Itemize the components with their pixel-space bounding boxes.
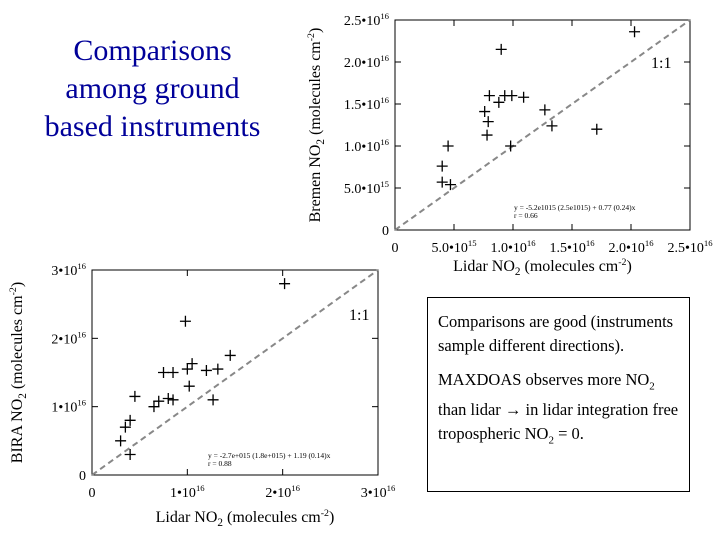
chart2-data-point — [279, 278, 291, 290]
chart1-data-point — [546, 120, 558, 132]
chart1-x-tick-label: 2.0•1016 — [608, 238, 654, 256]
chart2-y-tick-label: 1•1016 — [51, 398, 86, 416]
chart2-data-point — [148, 401, 160, 413]
note-maxdoas: MAXDOAS observes more NO2 than lidar → i… — [438, 370, 679, 447]
chart1-x-tick-label: 5.0•1015 — [431, 238, 476, 256]
chart1-data-point — [505, 140, 517, 152]
chart2-data-point — [124, 414, 136, 426]
chart1-data-point — [482, 116, 494, 128]
chart1-data-point — [444, 179, 456, 191]
chart1-y-tick-label: 5.0•1015 — [344, 179, 389, 197]
chart1-fit-text: y = -5.2e1015 (2.5e1015) + 0.77 (0.24)x — [514, 203, 636, 212]
chart2-fit-text: r = 0.88 — [208, 459, 232, 468]
chart1-data-point — [495, 43, 507, 55]
chart1-data-point — [539, 104, 551, 116]
chart2-data-point — [186, 358, 198, 370]
chart2-data-point — [119, 421, 131, 433]
chart2-data-point — [181, 363, 193, 375]
chart2-data-point — [153, 395, 165, 407]
chart2-x-tick-label: 0 — [89, 486, 96, 501]
chart2-x-tick-label: 2•1016 — [265, 483, 300, 501]
chart2-plot-frame — [91, 269, 379, 476]
slide-title: Comparisons among ground based instrumen… — [10, 32, 295, 146]
chart1-data-point — [518, 91, 530, 103]
chart1-data-point — [442, 140, 454, 152]
chart2-x-tick-label: 1•1016 — [170, 483, 205, 501]
chart1-x-tick-label: 1.0•1016 — [490, 238, 536, 256]
chart2-y-tick-label: 3•1016 — [51, 261, 86, 279]
chart1-plot-frame — [394, 19, 691, 231]
chart2-x-tick-label: 3•1016 — [361, 483, 396, 501]
chart1-one-to-one-label: 1:1 — [651, 55, 671, 72]
chart1-x-axis-title: Lidar NO2 (molecules cm-2) — [453, 257, 632, 278]
chart1-data-point — [591, 123, 603, 135]
chart2-data-point — [179, 315, 191, 327]
chart2-x-axis-title: Lidar NO2 (molecules cm-2) — [156, 508, 335, 529]
title-line-1: Comparisons — [73, 34, 232, 67]
chart1-data-point — [506, 90, 518, 102]
chart1-y-axis-title: Bremen NO2 (molecules cm-2) — [306, 28, 327, 223]
chart2-data-point — [158, 367, 169, 378]
chart1-y-tick-label: 0 — [382, 224, 389, 239]
chart2-data-point — [115, 435, 127, 447]
chart1-data-point — [493, 96, 505, 108]
chart1-y-tick-label: 2.0•1016 — [344, 53, 390, 71]
chart2-data-point — [162, 392, 174, 404]
chart2-data-point — [200, 364, 212, 376]
chart2-y-tick-label: 2•1016 — [51, 329, 86, 347]
arrow-icon: → — [504, 400, 522, 420]
chart1-x-tick-label: 1.5•1016 — [549, 238, 595, 256]
chart1-y-tick-label: 1.0•1016 — [344, 137, 390, 155]
chart2-data-point — [167, 394, 179, 406]
chart2-one-to-one-label: 1:1 — [349, 307, 369, 324]
chart1-x-tick-label: 0 — [392, 241, 399, 256]
chart1-fit-text: r = 0.66 — [514, 211, 538, 220]
chart1-data-point — [483, 90, 495, 102]
chart1-y-tick-label: 1.5•1016 — [344, 95, 390, 113]
chart2-fit-text: y = -2.7e+015 (1.8e+015) + 1.19 (0.14)x — [208, 451, 331, 460]
chart2-one-to-one-line — [91, 269, 379, 476]
chart2-data-point — [124, 449, 136, 460]
chart1-data-point — [436, 160, 448, 172]
title-line-2: among ground — [65, 72, 240, 105]
chart2-data-point — [212, 363, 224, 375]
chart2-y-axis-title: BIRA NO2 (molecules cm-2) — [8, 282, 29, 463]
note-comparisons: Comparisons are good (instruments sample… — [438, 312, 674, 355]
title-line-3: based instruments — [44, 110, 261, 143]
chart2-data-point — [183, 380, 195, 392]
notes-box: Comparisons are good (instruments sample… — [427, 297, 690, 492]
chart2-data-point — [224, 349, 236, 361]
chart1-data-point — [481, 129, 493, 141]
chart1-y-tick-label: 2.5•1016 — [344, 11, 390, 29]
chart2-data-point — [129, 390, 141, 402]
chart1-data-point — [479, 106, 491, 118]
chart2-y-tick-label: 0 — [79, 469, 86, 484]
chart1-data-point — [436, 176, 448, 188]
chart1-data-point — [629, 26, 641, 38]
chart2-data-point — [167, 367, 179, 378]
chart1-x-tick-label: 2.5•1016 — [667, 238, 713, 256]
chart2-data-point — [207, 394, 219, 406]
chart1-one-to-one-line — [394, 19, 691, 231]
